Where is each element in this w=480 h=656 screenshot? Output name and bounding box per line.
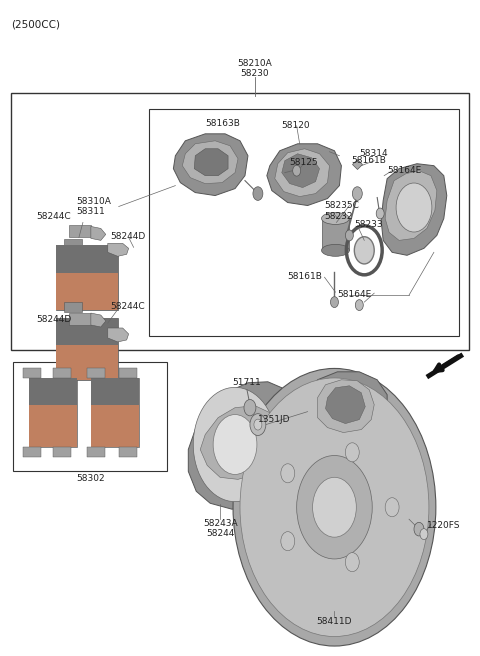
Text: 58244D: 58244D <box>36 315 72 324</box>
Bar <box>56 318 118 380</box>
Text: 58230: 58230 <box>240 69 269 78</box>
Text: 58163B: 58163B <box>205 119 240 128</box>
Circle shape <box>240 378 429 636</box>
Circle shape <box>312 478 356 537</box>
Bar <box>322 218 349 251</box>
Circle shape <box>355 300 363 310</box>
Text: 58310A: 58310A <box>76 197 111 205</box>
Ellipse shape <box>322 213 349 224</box>
Circle shape <box>254 419 262 430</box>
Polygon shape <box>308 372 387 441</box>
Bar <box>23 447 41 457</box>
Circle shape <box>244 400 256 416</box>
Bar <box>29 378 77 405</box>
Bar <box>148 109 459 336</box>
Polygon shape <box>381 164 447 255</box>
Bar <box>119 368 137 378</box>
Bar <box>56 245 118 274</box>
Polygon shape <box>188 382 288 509</box>
Circle shape <box>330 297 338 308</box>
Text: 58232: 58232 <box>324 213 353 222</box>
Text: 58244C: 58244C <box>111 302 145 311</box>
Text: 1351JD: 1351JD <box>258 415 290 424</box>
Text: 58164E: 58164E <box>337 290 372 299</box>
Polygon shape <box>173 134 248 195</box>
Circle shape <box>213 415 257 474</box>
Ellipse shape <box>322 244 349 256</box>
Polygon shape <box>194 149 228 176</box>
Polygon shape <box>91 226 106 240</box>
Bar <box>91 378 139 447</box>
Polygon shape <box>318 380 374 432</box>
Circle shape <box>297 455 372 559</box>
Bar <box>87 368 105 378</box>
Circle shape <box>385 498 399 517</box>
Circle shape <box>346 230 353 241</box>
Bar <box>91 378 139 405</box>
Circle shape <box>253 187 263 200</box>
Polygon shape <box>325 386 365 424</box>
Circle shape <box>420 529 428 540</box>
Text: 58244: 58244 <box>206 529 234 538</box>
Circle shape <box>345 552 359 571</box>
Bar <box>56 318 118 345</box>
Text: 58243A: 58243A <box>203 519 238 528</box>
Bar <box>13 362 168 472</box>
Bar <box>64 302 82 312</box>
Bar <box>69 226 91 237</box>
Bar <box>56 272 118 310</box>
Text: 1220FS: 1220FS <box>427 521 460 530</box>
Text: 58244D: 58244D <box>111 232 146 241</box>
Bar <box>91 405 139 447</box>
Polygon shape <box>385 171 437 240</box>
Text: 58125: 58125 <box>290 157 318 167</box>
Circle shape <box>345 443 359 462</box>
Polygon shape <box>275 149 329 197</box>
Circle shape <box>233 369 436 646</box>
Text: 58161B: 58161B <box>287 272 322 281</box>
Text: 58235C: 58235C <box>324 201 360 209</box>
Text: 58411D: 58411D <box>317 617 352 626</box>
Polygon shape <box>91 313 106 327</box>
Text: 58311: 58311 <box>76 207 105 216</box>
Bar <box>29 378 77 447</box>
Circle shape <box>352 187 362 200</box>
Circle shape <box>281 531 295 550</box>
Circle shape <box>281 464 295 483</box>
Polygon shape <box>108 328 129 342</box>
Text: 58244C: 58244C <box>36 213 71 222</box>
Polygon shape <box>282 154 320 188</box>
Bar <box>23 368 41 378</box>
Polygon shape <box>108 243 129 256</box>
Text: 51711: 51711 <box>233 378 261 387</box>
Text: 58161B: 58161B <box>351 155 386 165</box>
Bar <box>56 345 118 380</box>
Bar <box>56 245 118 310</box>
Text: 58314: 58314 <box>360 149 388 157</box>
Text: 58302: 58302 <box>76 474 105 483</box>
Circle shape <box>250 414 266 436</box>
Circle shape <box>354 237 374 264</box>
Bar <box>119 447 137 457</box>
Bar <box>87 447 105 457</box>
Circle shape <box>414 522 424 536</box>
Text: 58233: 58233 <box>354 220 383 230</box>
Text: 58164E: 58164E <box>387 166 421 174</box>
Circle shape <box>193 387 277 502</box>
Bar <box>69 313 91 325</box>
Text: 58120: 58120 <box>282 121 311 130</box>
Bar <box>64 239 82 249</box>
Bar <box>53 368 71 378</box>
Bar <box>53 447 71 457</box>
Text: (2500CC): (2500CC) <box>12 19 60 30</box>
Circle shape <box>293 165 300 176</box>
Polygon shape <box>200 405 278 480</box>
Polygon shape <box>182 141 238 184</box>
Circle shape <box>396 183 432 232</box>
Bar <box>29 405 77 447</box>
Polygon shape <box>267 144 341 205</box>
Text: 58210A: 58210A <box>238 59 272 68</box>
Bar <box>12 93 468 350</box>
Circle shape <box>376 208 384 219</box>
